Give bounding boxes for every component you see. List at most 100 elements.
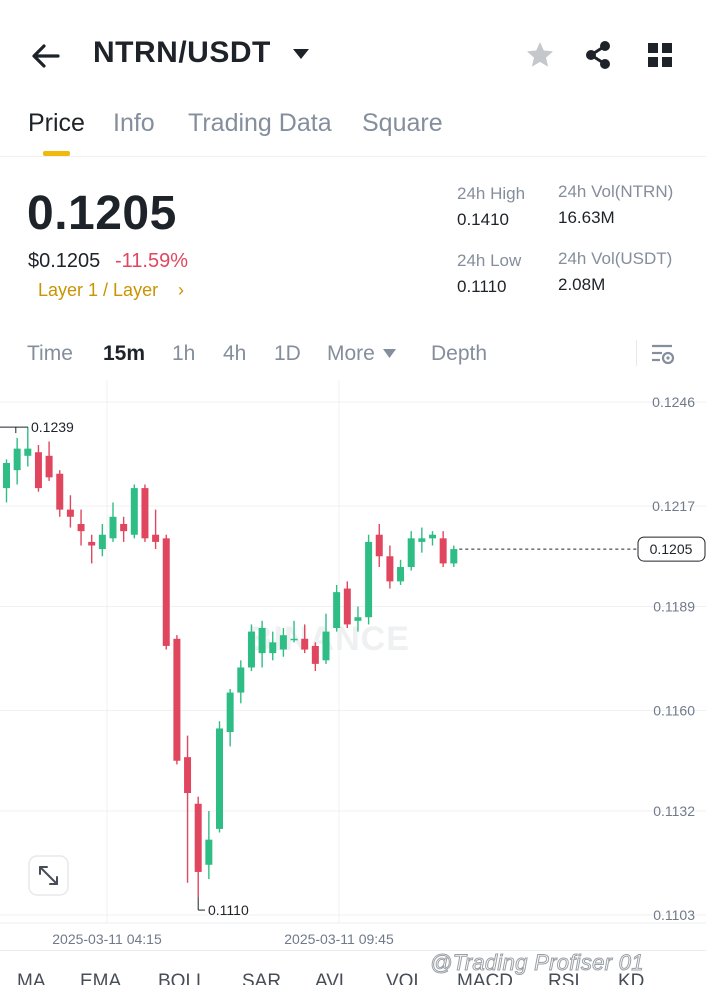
indicator-macd[interactable]: MACD	[457, 971, 513, 985]
candle-body	[375, 534, 383, 557]
interval-1d[interactable]: 1D	[274, 342, 301, 365]
expand-button[interactable]	[28, 855, 69, 896]
candle	[290, 620, 298, 643]
stat-low-value: 0.1110	[457, 277, 507, 296]
candle	[439, 531, 447, 568]
candle	[205, 810, 213, 880]
x-tick-label: 2025-03-11 04:15	[52, 931, 162, 947]
candle-body	[279, 635, 287, 650]
candle	[450, 545, 458, 568]
stat-vol-quote-value: 2.08M	[558, 275, 606, 294]
candle-body	[237, 667, 245, 693]
candlestick-chart[interactable]: BINANCE 0.12460.12170.11890.11600.11320.…	[0, 380, 706, 950]
candle-body	[184, 757, 192, 794]
candle	[24, 427, 32, 467]
indicator-ma[interactable]: MA	[17, 971, 46, 985]
candle-body	[45, 455, 53, 478]
candle-body	[226, 692, 234, 733]
sector-link[interactable]: Layer 1 / Layer	[38, 280, 159, 300]
caret-down-icon[interactable]	[292, 48, 310, 60]
candle-body	[429, 534, 436, 539]
chart-settings-icon[interactable]	[650, 342, 676, 366]
candle-body	[397, 567, 405, 582]
candle-body	[343, 588, 351, 625]
y-axis-labels: 0.1246 0.1217 0.1189 0.1160 0.1132 0.1103	[652, 394, 695, 923]
candle	[88, 534, 96, 564]
last-price: 0.1205	[27, 187, 177, 240]
candle	[34, 445, 42, 492]
candle	[365, 534, 373, 625]
tab-trading-data[interactable]: Trading Data	[188, 109, 332, 137]
last-price-badge: 0.1205	[637, 536, 706, 562]
candle	[77, 509, 85, 546]
candle-body	[258, 628, 266, 654]
interval-depth[interactable]: Depth	[431, 342, 488, 365]
interval-1h[interactable]: 1h	[172, 342, 196, 365]
stat-high-label: 24h High	[457, 184, 526, 203]
stat-vol-quote-label: 24h Vol(USDT)	[558, 249, 673, 268]
tab-info[interactable]: Info	[113, 109, 155, 137]
candle-body	[162, 538, 170, 646]
indicator-ema[interactable]: EMA	[80, 971, 122, 985]
candle-body	[311, 645, 319, 664]
candle	[152, 509, 160, 550]
interval-4h[interactable]: 4h	[223, 342, 247, 365]
candle-body	[173, 638, 181, 761]
candle-body	[88, 541, 96, 546]
interval-bar: Time 15m 1h 4h 1D More Depth	[0, 330, 706, 380]
candle-body	[24, 448, 32, 456]
candle-body	[152, 534, 160, 542]
candle	[322, 613, 330, 664]
max-price-label: 0.1239	[31, 419, 74, 435]
candle	[141, 484, 149, 542]
indicator-bar: MA EMA BOLL SAR AVL VOL MACD RSI KD	[0, 950, 706, 985]
candle-body	[34, 452, 42, 489]
candle-body	[66, 509, 74, 517]
candle	[56, 470, 64, 517]
grid-icon[interactable]	[646, 41, 674, 69]
candle-body	[322, 631, 330, 661]
indicator-avl[interactable]: AVL	[315, 971, 350, 985]
y-tick-label: 0.1189	[653, 598, 695, 614]
indicator-vol[interactable]: VOL	[386, 971, 425, 985]
indicator-kd[interactable]: KD	[618, 971, 645, 985]
expand-icon	[39, 866, 58, 885]
chart-grid	[0, 380, 706, 924]
interval-time[interactable]: Time	[27, 342, 73, 365]
interval-15m[interactable]: 15m	[103, 342, 146, 365]
price-change: -11.59%	[115, 250, 189, 272]
tab-price[interactable]: Price	[28, 109, 85, 137]
last-price-badge-box	[637, 536, 706, 562]
tab-square[interactable]: Square	[362, 109, 443, 137]
candle-body	[3, 462, 10, 489]
candle-body	[120, 523, 128, 532]
candle-body	[13, 448, 21, 471]
y-tick-label: 0.1246	[652, 394, 695, 410]
candle-body	[77, 523, 85, 532]
interval-more[interactable]: More	[327, 342, 375, 365]
back-arrow-icon[interactable]	[28, 38, 64, 74]
indicator-rsi[interactable]: RSI	[548, 971, 580, 985]
candle	[247, 624, 255, 672]
candle	[418, 527, 426, 553]
candle	[407, 531, 415, 571]
indicator-boll[interactable]: BOLL	[158, 971, 207, 985]
candle-body	[247, 631, 255, 668]
pair-title[interactable]: NTRN/USDT	[93, 36, 271, 69]
candle	[343, 581, 351, 629]
caret-down-icon[interactable]	[383, 349, 396, 358]
star-icon[interactable]	[524, 39, 556, 71]
candle-body	[386, 556, 394, 582]
candle-body	[365, 541, 373, 618]
share-icon[interactable]	[582, 39, 614, 71]
candle	[386, 545, 394, 589]
candle	[109, 502, 117, 542]
indicator-sar[interactable]: SAR	[242, 971, 282, 985]
stat-vol-base-value: 16.63M	[558, 208, 615, 227]
stat-high-value: 0.1410	[457, 210, 509, 229]
stat-vol-base-label: 24h Vol(NTRN)	[558, 182, 674, 201]
candle	[258, 620, 266, 668]
candle-body	[269, 642, 277, 654]
page-tabs: Price Info Trading Data Square	[0, 105, 706, 157]
chevron-right-icon[interactable]: ›	[178, 280, 184, 300]
